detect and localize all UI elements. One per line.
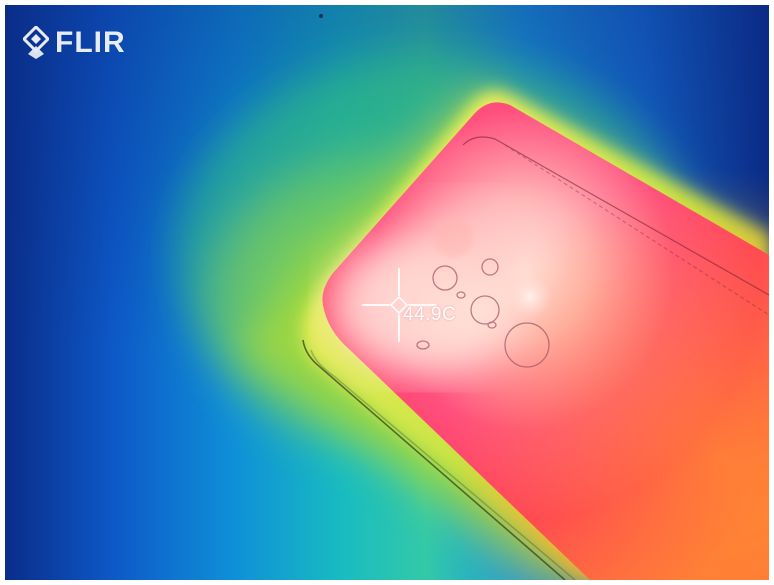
flir-diamond-logo-icon <box>23 26 49 59</box>
spot-temperature-readout: 44.9C <box>403 304 457 325</box>
crosshair-icon <box>362 268 436 342</box>
table-edge <box>302 339 576 580</box>
flir-logo: FLIR <box>23 23 126 63</box>
sensor-hotspot <box>433 217 473 257</box>
phone-outline <box>462 136 769 316</box>
camera-module <box>416 258 550 368</box>
flir-logo-text: FLIR <box>55 26 126 59</box>
thermal-image <box>5 5 769 580</box>
sensor-speck <box>319 14 323 18</box>
thermal-image-frame: FLIR 44.9C <box>5 5 769 580</box>
flash-hotspot <box>508 275 552 319</box>
